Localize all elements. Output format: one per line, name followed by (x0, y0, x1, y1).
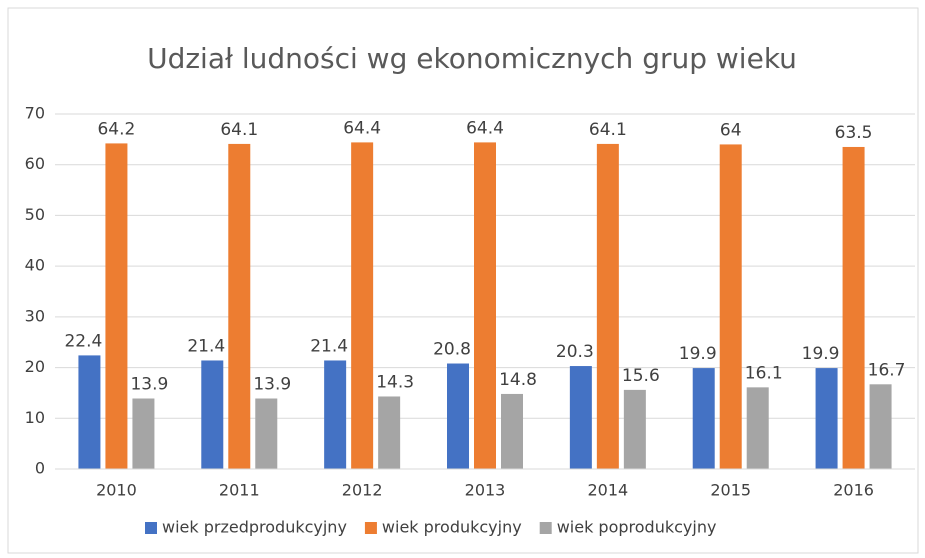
data-label: 64.4 (466, 118, 504, 138)
bar (842, 146, 865, 469)
bar (324, 360, 347, 469)
legend-swatch (145, 522, 157, 534)
bar (569, 366, 592, 469)
legend-swatch (364, 522, 377, 534)
bar (869, 384, 892, 469)
y-tick-label: 20 (25, 357, 45, 376)
legend-label: wiek przedprodukcyjny (162, 518, 347, 537)
bar (78, 355, 101, 469)
bar (719, 144, 742, 469)
data-label: 13.9 (253, 375, 291, 395)
y-tick-label: 30 (25, 306, 45, 325)
bar (105, 143, 128, 469)
bar (596, 143, 619, 469)
legend-label: wiek produkcyjny (382, 518, 522, 537)
y-tick-label: 0 (35, 459, 45, 478)
bar (692, 368, 715, 469)
bar (201, 360, 224, 469)
bar (474, 142, 496, 469)
bar (255, 398, 278, 469)
y-tick-label: 60 (25, 154, 45, 173)
chart-border (7, 7, 919, 554)
bar (351, 142, 374, 469)
data-label: 64.1 (220, 120, 258, 140)
y-tick-label: 40 (25, 256, 45, 275)
x-tick-label: 2013 (465, 481, 506, 500)
data-label: 64.1 (589, 120, 627, 140)
data-label: 15.6 (622, 366, 660, 386)
x-tick-label: 2015 (710, 481, 751, 500)
data-label: 20.3 (556, 342, 594, 362)
x-tick-label: 2011 (219, 481, 260, 500)
bar (228, 143, 251, 469)
data-label: 20.8 (433, 340, 471, 360)
data-label: 22.4 (64, 331, 102, 351)
data-label: 13.9 (130, 375, 168, 395)
x-tick-label: 2012 (342, 481, 383, 500)
x-tick-label: 2016 (833, 481, 874, 500)
bar (815, 368, 838, 469)
bar (623, 389, 646, 469)
data-label: 63.5 (835, 123, 873, 143)
y-tick-label: 70 (25, 104, 45, 123)
y-tick-label: 10 (25, 408, 45, 427)
data-label: 64.2 (97, 119, 135, 139)
data-label: 14.3 (376, 372, 414, 392)
x-tick-label: 2010 (96, 481, 137, 500)
data-label: 19.9 (679, 344, 717, 364)
data-label: 64 (720, 120, 742, 140)
data-label: 14.8 (499, 370, 537, 390)
bar (746, 387, 769, 469)
bar (378, 396, 401, 469)
data-label: 16.7 (868, 360, 906, 380)
data-label: 19.9 (802, 344, 840, 364)
bar (132, 398, 155, 469)
chart-title: Udział ludności wg ekonomicznych grup wi… (147, 42, 797, 75)
bar (447, 363, 469, 469)
data-label: 16.1 (745, 363, 783, 383)
data-label: 21.4 (310, 336, 348, 356)
y-tick-label: 50 (25, 205, 45, 224)
data-label: 21.4 (187, 336, 225, 356)
x-tick-label: 2014 (587, 481, 628, 500)
data-label: 64.4 (343, 118, 381, 138)
legend-swatch (539, 522, 552, 534)
bar (501, 393, 523, 469)
legend-label: wiek poprodukcyjny (557, 518, 717, 537)
